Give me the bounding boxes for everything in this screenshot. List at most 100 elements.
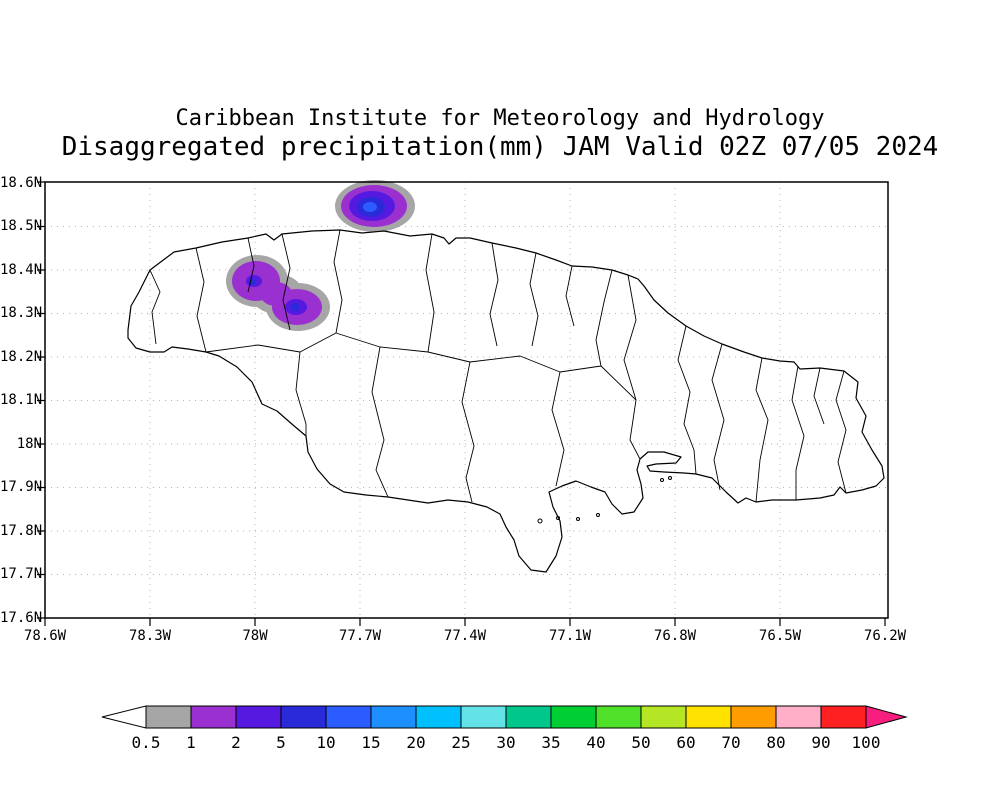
legend-value: 35 xyxy=(541,733,561,752)
colorbar-right-arrow xyxy=(865,705,908,729)
parish-boundary xyxy=(677,325,697,475)
x-axis-label: 76.5W xyxy=(758,628,802,644)
legend-segment xyxy=(460,705,507,729)
x-axis-label: 77.1W xyxy=(548,628,592,644)
legend-segment xyxy=(595,705,642,729)
precip-shading xyxy=(226,180,415,331)
colorbar-left-arrow xyxy=(101,705,147,729)
x-axis-label: 77.4W xyxy=(443,628,487,644)
parish-boundary xyxy=(333,229,343,334)
legend-value: 2 xyxy=(231,733,241,752)
parish-boundary xyxy=(371,346,389,498)
legend-value: 70 xyxy=(721,733,741,752)
parish-boundary xyxy=(195,247,207,353)
legend-segment xyxy=(820,705,867,729)
y-axis-label: 18.5N xyxy=(0,218,43,234)
y-axis-label: 18.6N xyxy=(0,175,43,191)
colorbar xyxy=(101,705,908,729)
legend-value: 20 xyxy=(406,733,426,752)
y-axis-label: 18.2N xyxy=(0,349,43,365)
x-axis-label: 76.8W xyxy=(653,628,697,644)
parish-boundary xyxy=(835,370,847,494)
parish-boundary xyxy=(755,357,769,503)
x-axis-ticks xyxy=(44,618,886,626)
parish-boundary xyxy=(813,367,825,425)
legend-segment xyxy=(775,705,822,729)
legend-value: 0.5 xyxy=(131,733,161,752)
cay xyxy=(537,518,543,524)
cay xyxy=(556,516,560,520)
parish-boundary xyxy=(425,233,435,353)
legend-value: 50 xyxy=(631,733,651,752)
legend-value: 30 xyxy=(496,733,516,752)
map-title: Disaggregated precipitation(mm) JAM Vali… xyxy=(61,132,939,162)
legend-segment xyxy=(730,705,777,729)
parish-boundary xyxy=(295,351,307,436)
legend-segment xyxy=(190,705,237,729)
parish-boundary xyxy=(791,365,805,500)
y-axis-label: 18N xyxy=(16,436,42,452)
cay xyxy=(596,513,600,517)
legend-segment xyxy=(685,705,732,729)
legend-segment xyxy=(505,705,552,729)
parish-boundary xyxy=(461,361,475,503)
legend-segment xyxy=(550,705,597,729)
y-axis-label: 17.7N xyxy=(0,566,43,582)
legend-value: 60 xyxy=(676,733,696,752)
legend-segment xyxy=(325,705,372,729)
legend-value: 90 xyxy=(811,733,831,752)
parish-boundary xyxy=(565,265,575,327)
cay xyxy=(576,517,580,521)
y-axis-label: 17.8N xyxy=(0,523,43,539)
x-axis-label: 78.6W xyxy=(23,628,67,644)
legend-segment xyxy=(415,705,462,729)
gridline xyxy=(45,226,888,575)
legend-value: 25 xyxy=(451,733,471,752)
legend-value: 5 xyxy=(276,733,286,752)
x-axis-label: 76.2W xyxy=(863,628,907,644)
parish-boundary xyxy=(529,252,539,347)
cay xyxy=(660,478,664,482)
gridline xyxy=(149,182,781,618)
legend-value: 1 xyxy=(186,733,196,752)
legend-value: 100 xyxy=(851,733,881,752)
precip-contour xyxy=(260,282,292,306)
parish-boundary xyxy=(551,371,565,487)
legend-value: 15 xyxy=(361,733,381,752)
y-axis-label: 18.1N xyxy=(0,392,43,408)
axis-ticks xyxy=(37,181,886,626)
parish-boundary xyxy=(281,233,291,331)
legend-segment xyxy=(145,705,192,729)
graticule-gridlines xyxy=(45,182,888,618)
parish-boundary xyxy=(623,274,641,460)
x-axis-label: 77.7W xyxy=(338,628,382,644)
legend-value: 10 xyxy=(316,733,336,752)
parish-boundary xyxy=(149,269,161,345)
parish-boundary xyxy=(595,269,613,367)
institute-title: Caribbean Institute for Meteorology and … xyxy=(175,106,825,131)
map-frame xyxy=(44,181,889,619)
legend-segment xyxy=(640,705,687,729)
parish-boundary xyxy=(247,237,255,293)
precip-level-10-15 xyxy=(363,202,377,212)
legend-value: 40 xyxy=(586,733,606,752)
parish-boundary xyxy=(711,343,725,491)
offshore-cays xyxy=(537,476,672,524)
parish-boundary xyxy=(205,332,637,401)
y-axis-label: 17.9N xyxy=(0,479,43,495)
legend-segment xyxy=(280,705,327,729)
y-axis-label: 17.6N xyxy=(0,610,43,626)
x-axis-label: 78.3W xyxy=(128,628,172,644)
legend-value: 80 xyxy=(766,733,786,752)
precip-contour xyxy=(363,202,377,212)
y-axis-label: 18.3N xyxy=(0,305,43,321)
x-axis-label: 78W xyxy=(242,628,268,644)
cay xyxy=(668,476,672,480)
parish-boundary xyxy=(489,242,499,347)
legend-segment xyxy=(370,705,417,729)
y-axis-label: 18.4N xyxy=(0,262,43,278)
y-axis-ticks xyxy=(37,181,45,619)
parish-boundaries xyxy=(149,229,847,503)
legend-segment xyxy=(235,705,282,729)
